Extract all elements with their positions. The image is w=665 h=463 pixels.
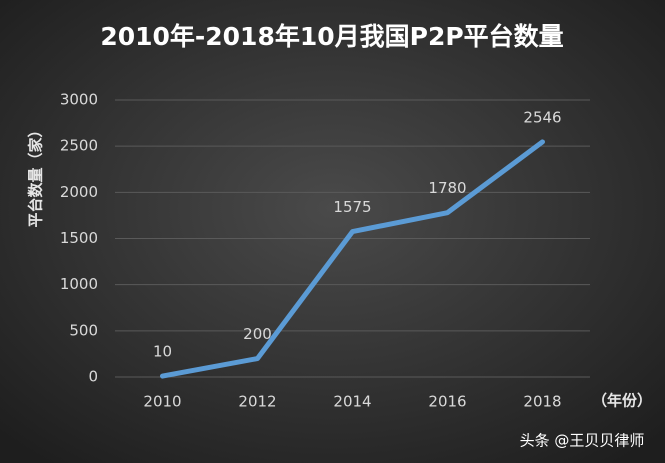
y-tick-label: 3000	[60, 91, 98, 109]
data-label: 2546	[523, 108, 561, 126]
x-tick-label: 2018	[523, 393, 561, 411]
watermark: 头条 @王贝贝律师	[520, 432, 645, 450]
data-label: 1575	[333, 198, 371, 216]
y-tick-label: 0	[88, 368, 98, 386]
y-tick-label: 2500	[60, 137, 98, 155]
x-axis-title: （年份）	[592, 392, 652, 410]
y-axis-title: 平台数量（家）	[27, 122, 45, 227]
chart-title: 2010年-2018年10月我国P2P平台数量	[100, 22, 563, 51]
data-label: 1780	[428, 179, 466, 197]
x-tick-label: 2012	[238, 393, 276, 411]
data-label: 200	[243, 325, 272, 343]
y-tick-label: 1500	[60, 229, 98, 247]
x-tick-label: 2014	[333, 393, 371, 411]
x-tick-label: 2010	[143, 393, 181, 411]
x-tick-label: 2016	[428, 393, 466, 411]
line	[160, 139, 545, 379]
y-tick-label: 2000	[60, 183, 98, 201]
y-tick-label: 500	[69, 321, 98, 339]
data-label: 10	[153, 343, 172, 361]
y-tick-label: 1000	[60, 275, 98, 293]
